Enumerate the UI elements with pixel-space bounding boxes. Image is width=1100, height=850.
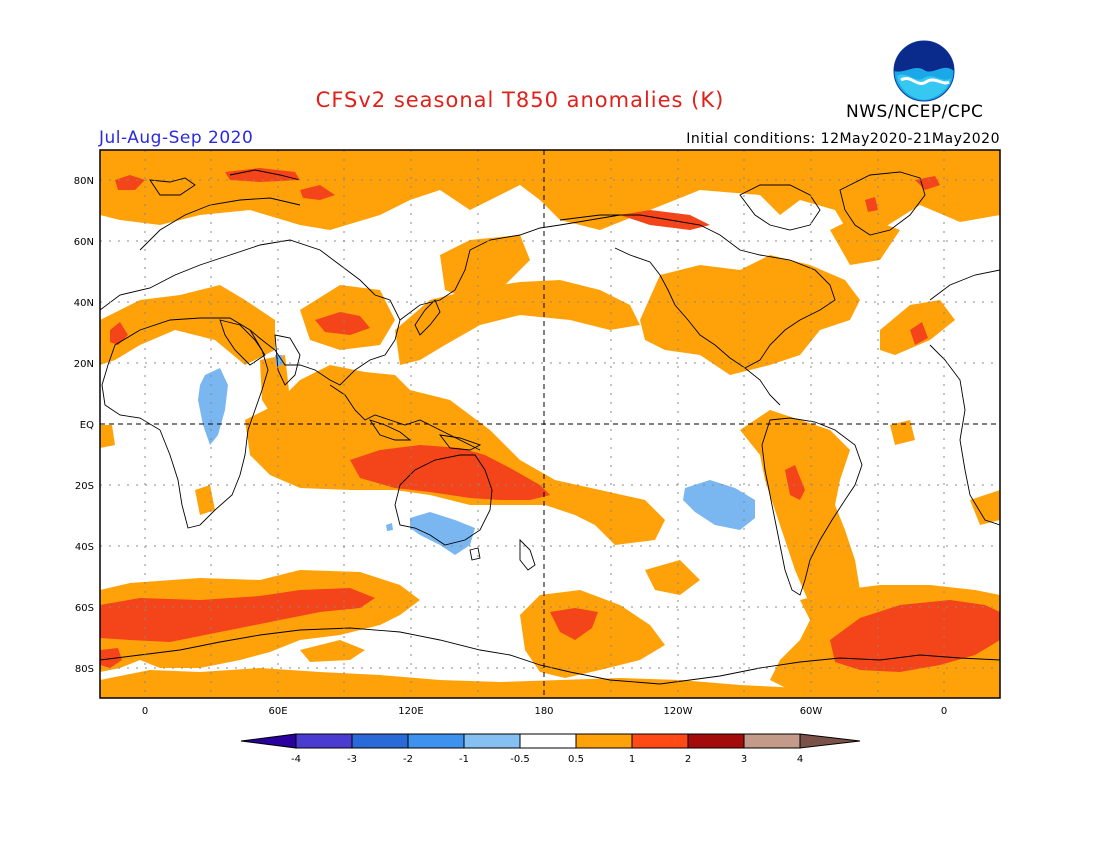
graticule [100, 150, 1000, 698]
colorbar-segment [295, 733, 353, 749]
colorbar-segment [799, 733, 861, 749]
lon-label: 180 [534, 706, 553, 717]
lat-label: 40N [74, 298, 94, 309]
lat-label: 80N [74, 176, 94, 187]
colorbar-labels: -4 -3 -2 -1 -0.5 0.5 1 2 3 4 [291, 754, 803, 765]
colorbar-label: 2 [685, 754, 691, 765]
lon-label: 60W [800, 706, 823, 717]
colorbar-label: -4 [291, 754, 301, 765]
lat-label: 80S [75, 664, 94, 675]
agency-label: NWS/NCEP/CPC [846, 102, 984, 122]
colorbar-label: -1 [459, 754, 469, 765]
colorbar-label: 0.5 [568, 754, 584, 765]
colorbar-label: -0.5 [510, 754, 530, 765]
lon-label: 120W [664, 706, 693, 717]
colorbar-segment [351, 733, 409, 749]
lon-label: 120E [398, 706, 423, 717]
lat-label: EQ [80, 420, 94, 431]
map-title: CFSv2 seasonal T850 anomalies (K) [315, 88, 725, 112]
lat-label: 20S [75, 481, 94, 492]
colorbar-label: 4 [797, 754, 803, 765]
colorbar-segment [463, 733, 521, 749]
anomaly-negative [198, 355, 755, 555]
map-frame [99, 149, 1001, 699]
colorbar-label: -3 [347, 754, 357, 765]
lat-label: 20N [74, 359, 94, 370]
forecast-period: Jul-Aug-Sep 2020 [99, 128, 254, 148]
initial-conditions: Initial conditions: 12May2020-21May2020 [686, 131, 1000, 147]
colorbar-segment [743, 733, 801, 749]
lon-label: 0 [142, 706, 148, 717]
colorbar-label: -2 [403, 754, 413, 765]
colorbar-segment [687, 733, 745, 749]
colorbar-label: 3 [741, 754, 747, 765]
colorbar-segment [519, 733, 577, 749]
equator-dateline [100, 150, 1000, 698]
colorbar-segment [631, 733, 689, 749]
colorbar-segment [575, 733, 633, 749]
longitude-labels: 0 60E 120E 180 120W 60W 0 [142, 706, 947, 717]
lat-label: 40S [75, 542, 94, 553]
colorbar-segment [407, 733, 465, 749]
colorbar-segment [240, 733, 297, 749]
coastlines [100, 169, 1000, 685]
colorbar [240, 733, 861, 749]
noaa-logo-icon [893, 40, 955, 102]
colorbar-label: 1 [629, 754, 635, 765]
lat-label: 60N [74, 237, 94, 248]
lat-label: 60S [75, 603, 94, 614]
lon-label: 0 [941, 706, 947, 717]
latitude-labels: 80N 60N 40N 20N EQ 20S 40S 60S 80S [74, 176, 94, 675]
lon-label: 60E [268, 706, 287, 717]
